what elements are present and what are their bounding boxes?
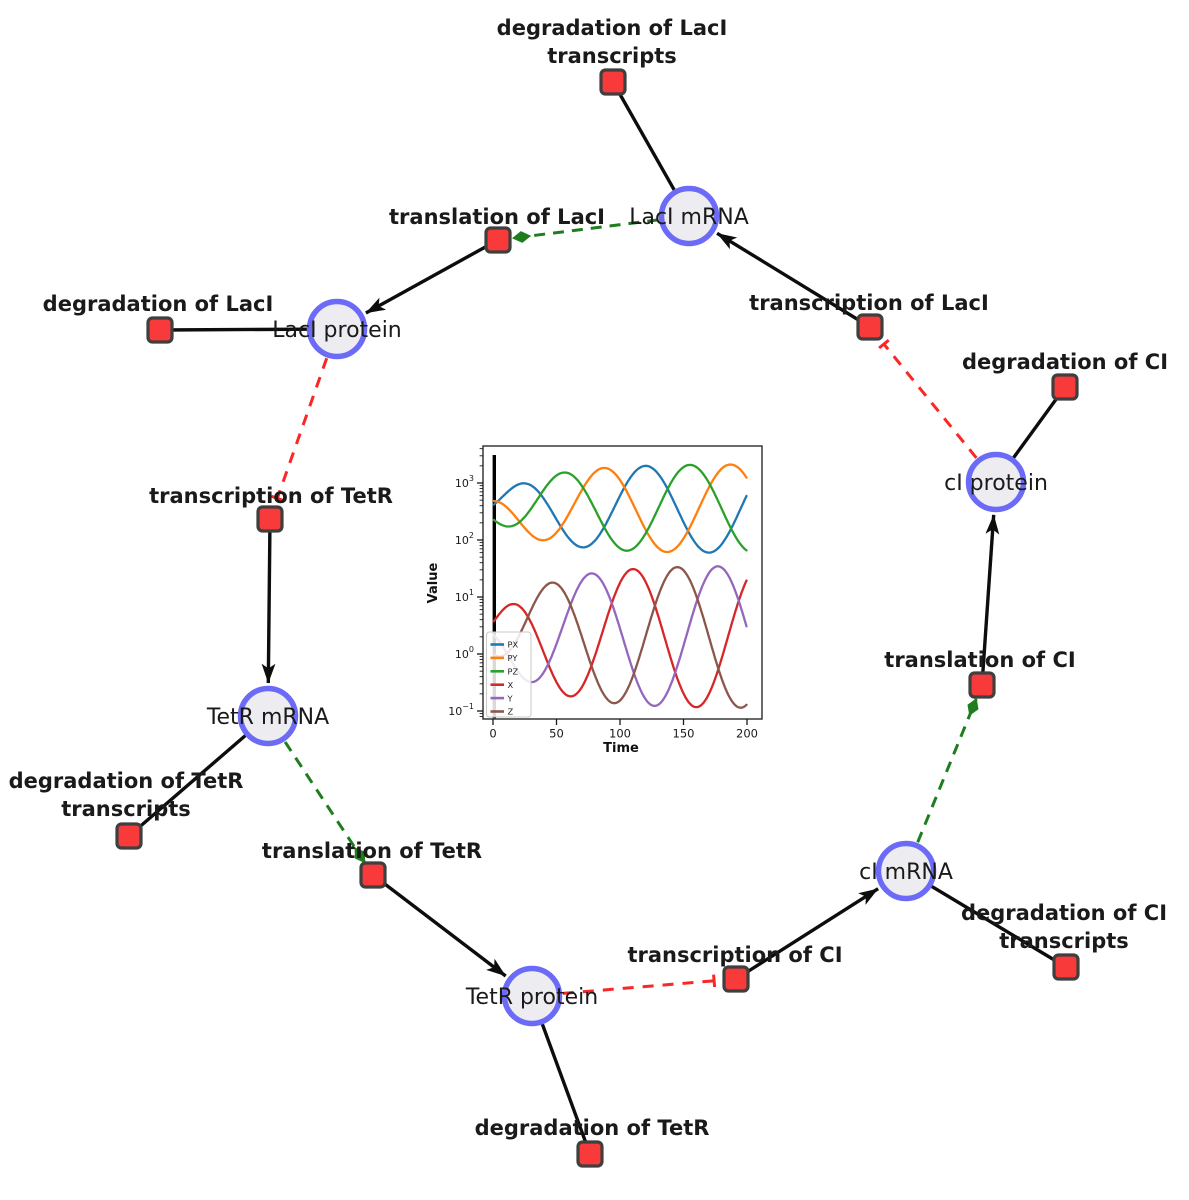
reaction-label-translation_CI: translation of CI xyxy=(884,648,1075,672)
edge-consumption-LacI_mRNA-to-degradation_LacI_transcripts xyxy=(611,81,677,192)
reaction-node-translation_LacI[interactable] xyxy=(484,226,512,254)
chart-y-tick-label: 10−1 xyxy=(448,702,474,718)
chart-y-tick-label: 100 xyxy=(455,645,474,661)
legend-entry-Y: Y xyxy=(507,693,514,703)
reaction-node-translation_CI[interactable] xyxy=(968,671,996,699)
reaction-label-degradation_CI_transcripts: degradation of CI transcripts xyxy=(961,901,1167,953)
edge-inhibition-TetR_protein-to-transcription_CI xyxy=(562,974,717,995)
reaction-label-translation_LacI: translation of LacI xyxy=(389,205,605,229)
edge-modifier-TetR_mRNA-to-translation_TetR xyxy=(283,741,366,864)
chart-legend-box xyxy=(486,631,532,718)
reaction-node-degradation_CI[interactable] xyxy=(1051,373,1079,401)
edge-consumption-TetR_mRNA-to-degradation_TetR_transcripts xyxy=(127,733,248,838)
edge-consumption-TetR_protein-to-degradation_TetR xyxy=(540,1022,592,1155)
chart-y-tick-label: 103 xyxy=(455,474,474,490)
reaction-label-transcription_LacI: transcription of LacI xyxy=(749,291,989,315)
edges-layer xyxy=(127,81,1067,1155)
chart-series-PZ xyxy=(492,463,748,552)
species-label-LacI_protein: LacI protein xyxy=(272,318,402,343)
edge-production-transcription_CI-to-cI_mRNA xyxy=(735,887,880,981)
reaction-node-transcription_LacI[interactable] xyxy=(856,313,884,341)
chart-series-Y xyxy=(492,565,748,708)
chart-series-PY xyxy=(492,463,748,554)
edge-inhibition-LacI_protein-to-transcription_TetR xyxy=(270,357,329,502)
edge-consumption-cI_mRNA-to-degradation_CI_transcripts xyxy=(930,884,1067,969)
reaction-label-degradation_LacI_transcripts: degradation of LacI transcripts xyxy=(497,16,728,68)
reaction-node-translation_TetR[interactable] xyxy=(359,861,387,889)
species-node-TetR_protein[interactable] xyxy=(501,965,563,1027)
reaction-label-degradation_TetR: degradation of TetR xyxy=(475,1116,710,1140)
edge-modifier-LacI_mRNA-to-translation_LacI xyxy=(512,218,659,243)
labels-layer: LacI mRNA LacI protein TetR mRNA TetR prote… xyxy=(9,16,1168,1140)
species-label-cI_protein: cI protein xyxy=(944,471,1048,496)
reaction-label-translation_TetR: translation of TetR xyxy=(262,839,482,863)
edge-production-transcription_TetR-to-TetR_mRNA xyxy=(261,518,276,684)
legend-entry-PZ: PZ xyxy=(508,667,519,677)
chart-y-tick-label: 101 xyxy=(455,588,474,604)
reaction-label-transcription_TetR: transcription of TetR xyxy=(149,484,393,508)
reaction-node-degradation_TetR[interactable] xyxy=(576,1140,604,1168)
reaction-node-degradation_LacI[interactable] xyxy=(146,316,174,344)
species-label-TetR_protein: TetR protein xyxy=(465,985,598,1010)
chart-series-X xyxy=(492,567,748,709)
legend-entry-PY: PY xyxy=(508,653,519,663)
species-node-LacI_mRNA[interactable] xyxy=(658,185,720,247)
species-label-TetR_mRNA: TetR mRNA xyxy=(206,705,329,730)
edge-consumption-LacI_protein-to-degradation_LacI xyxy=(159,327,309,332)
reaction-label-degradation_CI: degradation of CI xyxy=(962,350,1168,374)
chart-x-tick-label: 150 xyxy=(673,727,695,741)
reaction-nodes-layer xyxy=(115,68,1080,1168)
species-label-LacI_mRNA: LacI mRNA xyxy=(629,205,749,230)
reaction-node-transcription_TetR[interactable] xyxy=(256,505,284,533)
reaction-node-degradation_TetR_transcripts[interactable] xyxy=(115,822,143,850)
edge-production-transcription_LacI-to-LacI_mRNA xyxy=(716,231,871,329)
chart-x-axis-label: Time xyxy=(603,741,639,756)
chart-x-tick-label: 100 xyxy=(609,727,631,741)
reaction-node-transcription_CI[interactable] xyxy=(722,965,750,993)
chart-x-tick-label: 200 xyxy=(736,727,758,741)
chart-series-PX xyxy=(492,464,748,554)
edge-production-translation_TetR-to-TetR_protein xyxy=(371,873,507,978)
chart-y-axis-label: Value xyxy=(426,562,441,603)
species-node-TetR_mRNA[interactable] xyxy=(237,685,299,747)
inset-chart: 10−1 100 101 102 103 0 50 100 150 200 PX PY PZ XYZ xyxy=(448,445,763,741)
species-node-cI_protein[interactable] xyxy=(965,451,1027,513)
reaction-node-degradation_LacI_transcripts[interactable] xyxy=(599,68,627,96)
edge-production-translation_CI-to-cI_protein xyxy=(980,514,1000,686)
edge-modifier-cI_mRNA-to-translation_CI xyxy=(916,698,979,843)
species-node-cI_mRNA[interactable] xyxy=(875,840,937,902)
reaction-label-degradation_TetR_transcripts: degradation of TetR transcripts xyxy=(9,769,244,821)
reaction-label-transcription_CI: transcription of CI xyxy=(627,943,842,967)
chart-x-tick-label: 50 xyxy=(549,727,564,741)
edge-production-translation_LacI-to-LacI_protein xyxy=(365,238,499,315)
chart-legend: PX PY PZ XYZ xyxy=(486,631,532,718)
species-node-LacI_protein[interactable] xyxy=(306,298,368,360)
legend-entry-Z: Z xyxy=(508,707,514,717)
species-label-cI_mRNA: cI mRNA xyxy=(859,860,953,885)
edge-inhibition-cI_protein-to-transcription_LacI xyxy=(878,339,978,459)
chart-x-tick-label: 0 xyxy=(489,727,496,741)
chart-series-Z xyxy=(492,565,748,709)
reaction-node-degradation_CI_transcripts[interactable] xyxy=(1052,953,1080,981)
chart-y-tick-label: 102 xyxy=(455,531,474,547)
reaction-label-degradation_LacI: degradation of LacI xyxy=(43,292,274,316)
legend-entry-PX: PX xyxy=(508,640,519,650)
species-nodes-layer xyxy=(237,185,1027,1027)
legend-entry-X: X xyxy=(508,680,514,690)
